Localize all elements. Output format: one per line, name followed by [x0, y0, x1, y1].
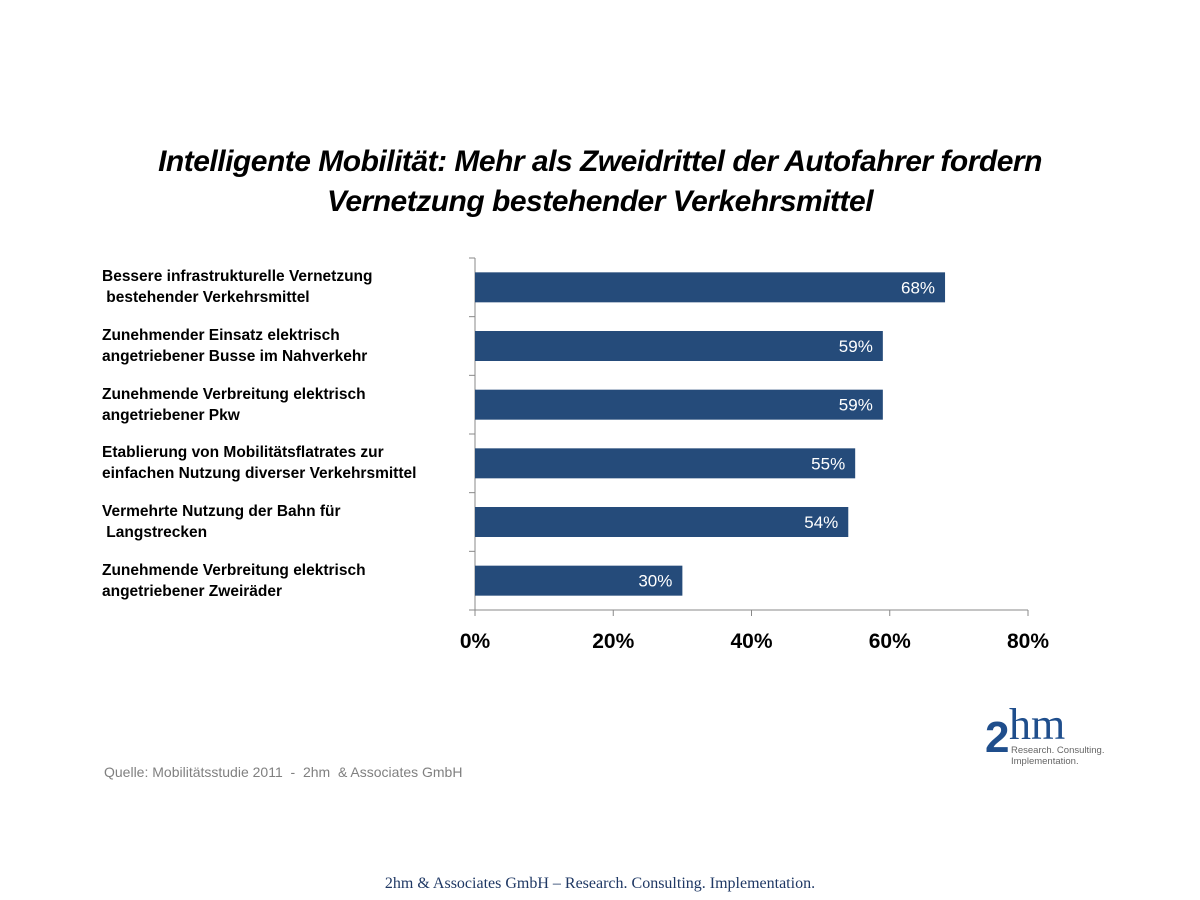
footer: 2hm & Associates GmbH – Research. Consul… [384, 875, 816, 892]
x-tick-label: 80% [1007, 630, 1049, 653]
bar [475, 272, 946, 303]
data-label: 59% [839, 396, 873, 415]
x-tick-label: 0% [460, 630, 491, 653]
data-label: 55% [811, 454, 845, 473]
category-label: Etablierung von Mobilitätsflatrates zur … [102, 444, 417, 483]
data-label: 54% [804, 513, 838, 532]
data-label: 30% [638, 572, 672, 591]
category-label: Bessere infrastrukturelle Vernetzung bes… [102, 268, 373, 307]
category-label: Zunehmende Verbreitung elektrisch angetr… [102, 385, 366, 424]
category-label: Vermehrte Nutzung der Bahn für Langstrec… [102, 503, 341, 541]
category-label: Zunehmender Einsatz elektrisch angetrieb… [102, 327, 368, 365]
chart-title: Intelligente Mobilität: Mehr als Zweidri… [158, 145, 1042, 218]
data-label: 68% [901, 278, 935, 297]
x-tick-label: 40% [730, 630, 772, 653]
logo-tagline: Research. Consulting. Implementation. [1011, 745, 1105, 767]
bar [475, 565, 683, 596]
bar [475, 448, 856, 479]
bar [475, 331, 883, 361]
data-label: 59% [839, 337, 873, 356]
company-logo: 2 hm Research. Consulting. Implementation… [985, 700, 1105, 767]
bar [475, 389, 883, 420]
x-tick-label: 20% [592, 630, 634, 653]
bar [475, 507, 849, 537]
source-note: Quelle: Mobilitätsstudie 2011 - 2hm & As… [104, 764, 463, 780]
category-label: Zunehmende Verbreitung elektrisch angetr… [102, 561, 366, 600]
x-tick-label: 60% [869, 630, 911, 653]
